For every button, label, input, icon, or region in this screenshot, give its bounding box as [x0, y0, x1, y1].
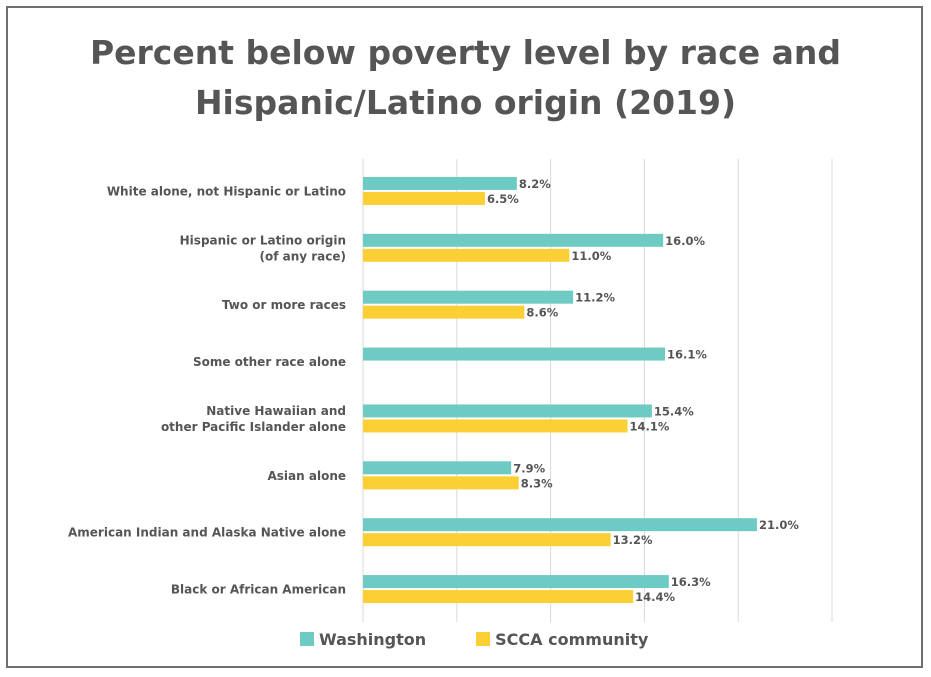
- bar-scca: [363, 305, 525, 319]
- legend-label-scca: SCCA community: [495, 629, 649, 649]
- category-label: Native Hawaiian and: [206, 404, 346, 418]
- category-label: Some other race alone: [193, 355, 346, 369]
- data-label: 7.9%: [513, 461, 545, 475]
- bar-washington: [363, 290, 574, 304]
- chart-legend: Washington SCCA community: [300, 627, 648, 651]
- data-label: 11.0%: [571, 249, 611, 263]
- bar-scca: [363, 419, 628, 433]
- data-label: 15.4%: [654, 404, 694, 418]
- data-label: 13.2%: [613, 533, 653, 547]
- data-label: 16.1%: [667, 348, 707, 362]
- data-label: 16.3%: [671, 575, 711, 589]
- category-label: Black or African American: [171, 583, 346, 597]
- legend-item-scca: SCCA community: [476, 630, 648, 649]
- bar-washington: [363, 461, 512, 475]
- data-label: 16.0%: [665, 234, 705, 248]
- data-label: 11.2%: [575, 291, 615, 305]
- category-label: White alone, not Hispanic or Latino: [107, 184, 346, 198]
- data-label: 6.5%: [487, 192, 519, 206]
- bar-scca: [363, 533, 611, 547]
- data-label: 8.2%: [519, 177, 551, 191]
- category-label: Two or more races: [222, 298, 346, 312]
- bar-washington: [363, 347, 666, 361]
- bar-scca: [363, 590, 634, 604]
- bar-scca: [363, 476, 519, 490]
- data-label: 14.4%: [635, 590, 675, 604]
- legend-item-washington: Washington: [300, 630, 426, 649]
- bar-scca: [363, 191, 485, 205]
- category-label: Asian alone: [268, 469, 347, 483]
- category-label: Hispanic or Latino origin: [180, 233, 346, 247]
- category-label: other Pacific Islander alone: [161, 420, 346, 434]
- chart-title-line-1: Percent below poverty level by race and: [89, 33, 842, 72]
- chart-frame: [6, 6, 923, 668]
- legend-swatch-scca: [476, 632, 491, 646]
- data-label: 21.0%: [759, 518, 799, 532]
- bar-washington: [363, 518, 757, 532]
- data-label: 14.1%: [630, 419, 670, 433]
- data-label: 8.3%: [521, 476, 553, 490]
- bar-washington: [363, 233, 664, 247]
- legend-swatch-washington: [300, 632, 314, 646]
- bar-scca: [363, 248, 570, 262]
- data-label: 8.6%: [526, 306, 558, 320]
- bar-washington: [363, 404, 652, 418]
- bar-washington: [363, 575, 669, 589]
- category-label: American Indian and Alaska Native alone: [68, 526, 346, 540]
- legend-label-washington: Washington: [319, 629, 427, 649]
- chart-title: Percent below poverty level by race and …: [0, 28, 931, 128]
- category-label: (of any race): [259, 249, 346, 263]
- bar-washington: [363, 176, 517, 190]
- chart-title-line-2: Hispanic/Latino origin (2019): [194, 83, 737, 122]
